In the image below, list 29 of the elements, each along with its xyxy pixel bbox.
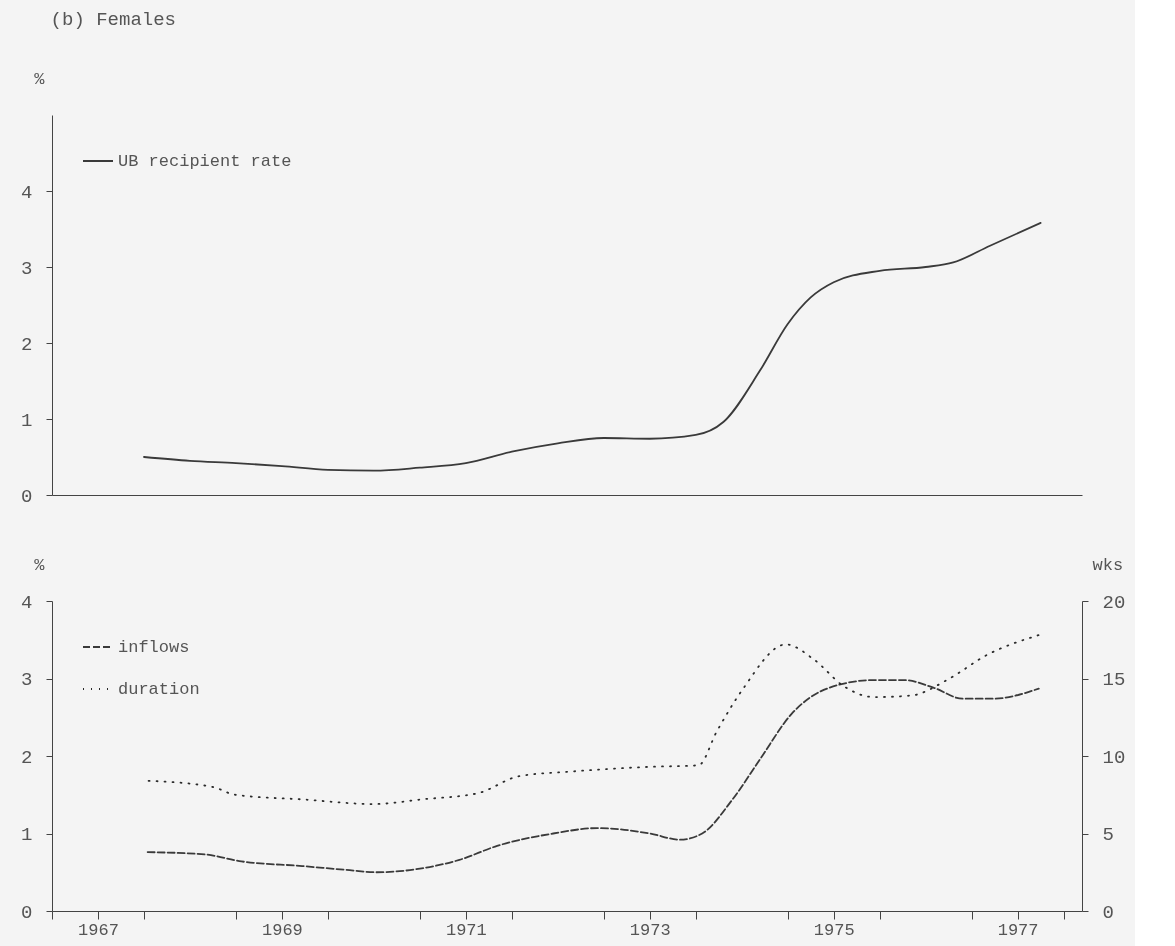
legend-label: UB recipient rate (118, 152, 292, 171)
y-tick-label: 0 (21, 485, 33, 508)
y2-tick-label: 15 (1102, 669, 1126, 691)
x-tick-label: 1975 (813, 920, 855, 940)
y2-tick-label: 20 (1102, 591, 1126, 614)
x-tick-label: 1977 (997, 920, 1039, 940)
legend-label: inflows (118, 638, 190, 657)
y-axis-title: % (34, 555, 46, 575)
y-tick-label: 2 (21, 746, 33, 769)
y-tick-label: 1 (21, 409, 33, 432)
y-tick-label: 0 (21, 901, 33, 924)
y-tick-label: 4 (21, 591, 33, 614)
x-tick-label: 1969 (262, 920, 303, 940)
y-tick-label: 3 (21, 257, 33, 280)
chart-title: (b) Females (50, 9, 177, 31)
line-series (143, 222, 1042, 472)
y-tick-label: 1 (21, 824, 33, 846)
y2-tick-label: 0 (1102, 901, 1114, 924)
x-tick-label: 1971 (445, 920, 487, 940)
y2-tick-label: 5 (1102, 824, 1114, 846)
x-tick-label: 1973 (629, 920, 671, 940)
y2-tick-label: 10 (1102, 746, 1126, 769)
legend-label: duration (118, 680, 200, 699)
y-axis-title: % (34, 69, 46, 89)
y-tick-label: 2 (21, 333, 33, 356)
y-tick-label: 3 (21, 669, 33, 691)
y2-axis-title: wks (1092, 555, 1124, 575)
x-tick-label: 1967 (78, 920, 119, 940)
y-tick-label: 4 (21, 181, 33, 204)
